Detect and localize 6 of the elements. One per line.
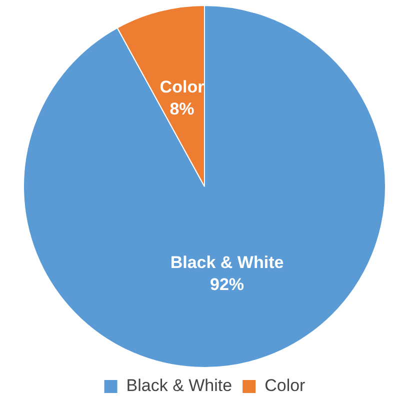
legend-label: Black & White	[126, 376, 232, 396]
legend-label: Color	[264, 376, 306, 396]
slice-label: Black & White	[170, 252, 284, 272]
data-label: 8%	[170, 100, 194, 119]
slice-label: Color	[160, 78, 205, 97]
data-label: 92%	[210, 274, 244, 294]
